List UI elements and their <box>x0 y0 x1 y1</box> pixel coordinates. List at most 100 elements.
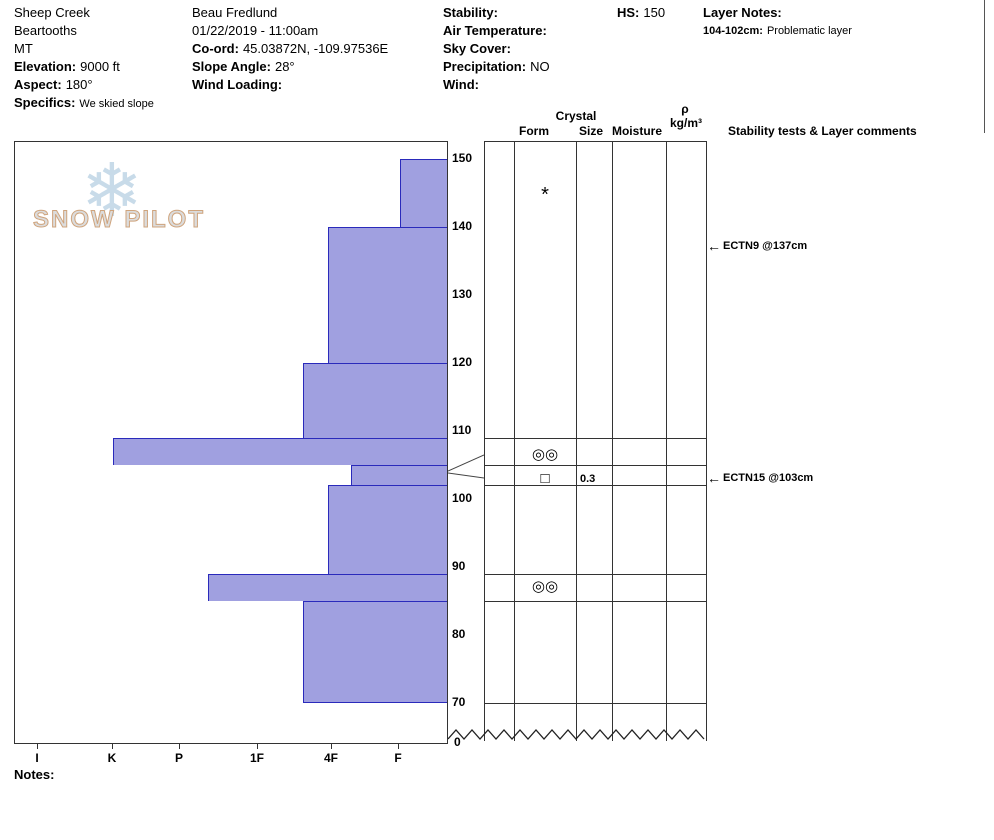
hardness-profile-chart: ❄ SNOW PILOT <box>14 141 448 744</box>
grid-vline-density-left <box>666 142 667 741</box>
stability-test-annotation: ← ECTN15 @103cm <box>707 470 813 486</box>
layer-boundary-line <box>485 573 706 575</box>
layer-boundary-line <box>485 601 706 602</box>
precipitation-row: Precipitation: NO <box>443 58 615 76</box>
layer-note-item: 104-102cm: Problematic layer <box>703 22 983 40</box>
hardness-bar <box>328 485 447 574</box>
layer-data-grid: * ◎◎ □ 0.3 ◎◎ <box>484 141 707 741</box>
grid-vline-size-left <box>576 142 577 741</box>
crystal-form-symbol: ◎◎ <box>531 578 559 596</box>
specifics-value: We skied slope <box>79 98 154 110</box>
hs-label: HS: <box>617 5 640 20</box>
hardness-tick <box>398 744 399 749</box>
moisture-column-header: Moisture <box>611 124 662 138</box>
left-arrow-icon: ← <box>707 469 721 486</box>
layer-boundary-line <box>485 703 706 704</box>
hardness-tick-label: P <box>174 751 183 765</box>
watermark-text: SNOW PILOT <box>33 206 205 234</box>
density-symbol-header: ρ <box>681 102 689 116</box>
wind-row: Wind: <box>443 76 615 94</box>
depth-zero-label: 0 <box>454 735 461 749</box>
crystal-form-symbol: * <box>541 184 549 206</box>
hs-row: HS: 150 <box>617 4 665 22</box>
specifics-label: Specifics: <box>14 95 76 110</box>
layer-connector-lines <box>448 454 484 479</box>
hardness-tick <box>37 744 38 749</box>
wind-loading-row: Wind Loading: <box>192 76 442 94</box>
density-units-header: kg/m³ <box>669 116 702 130</box>
depth-tick-label: 120 <box>452 355 473 369</box>
slope-angle-row: Slope Angle: 28° <box>192 58 442 76</box>
elevation-row: Elevation: 9000 ft <box>14 58 190 76</box>
hardness-tick <box>179 744 180 749</box>
sky-cover-label: Sky Cover: <box>443 41 511 56</box>
layer-notes-block: Layer Notes: 104-102cm: Problematic layer <box>703 4 983 40</box>
air-temperature-row: Air Temperature: <box>443 22 615 40</box>
hardness-bar <box>351 465 447 486</box>
air-temperature-label: Air Temperature: <box>443 23 547 38</box>
stability-tests-area: ← ECTN9 @137cm ← ECTN15 @103cm <box>707 141 994 741</box>
notes-label: Notes: <box>14 767 55 782</box>
page-right-border <box>984 0 985 133</box>
slope-angle-label: Slope Angle: <box>192 59 271 74</box>
site-name: Sheep Creek <box>14 5 90 20</box>
stability-test-label: ECTN15 @103cm <box>723 471 814 484</box>
depth-tick-label: 130 <box>452 287 473 301</box>
precipitation-value: NO <box>530 59 550 74</box>
profile-column-headers: Crystal Form Size Moisture ρ kg/m³ Stabi… <box>484 100 994 141</box>
coordinates-label: Co-ord: <box>192 41 239 56</box>
elevation-label: Elevation: <box>14 59 77 74</box>
layer-boundary-line <box>485 437 706 439</box>
hardness-tick <box>331 744 332 749</box>
layer-notes-title: Layer Notes: <box>703 4 983 22</box>
hardness-tick-label: 4F <box>323 751 338 765</box>
grid-vline-moisture-left <box>612 142 613 741</box>
site-info-block: Sheep Creek Beartooths MT Elevation: 9000… <box>14 4 190 113</box>
depth-axis: 0 150 140 130 120 110 100 90 80 70 <box>448 141 484 749</box>
depth-tick-label: 70 <box>452 695 466 709</box>
layer-note-text: Problematic layer <box>766 25 852 37</box>
hardness-bar <box>208 573 447 601</box>
observation-datetime: 01/22/2019 - 11:00am <box>192 23 319 38</box>
size-column-header: Size <box>578 124 603 138</box>
crystal-form-symbol: ◎◎ <box>531 445 559 463</box>
left-arrow-icon: ← <box>707 238 721 255</box>
depth-tick-label: 110 <box>452 423 472 437</box>
observation-info-block: Beau Fredlund 01/22/2019 - 11:00am Co-or… <box>192 4 442 94</box>
hardness-tick-label: 1F <box>249 751 264 765</box>
depth-tick-label: 80 <box>452 627 466 641</box>
stability-tests-column-header: Stability tests & Layer comments <box>728 124 917 138</box>
stability-label: Stability: <box>443 5 498 20</box>
slope-angle-value: 28° <box>274 59 295 74</box>
hardness-bar <box>328 227 447 363</box>
weather-info-block: Stability: Air Temperature: Sky Cover: P… <box>443 4 615 94</box>
snowpilot-watermark: ❄ SNOW PILOT <box>29 154 259 270</box>
stability-test-annotation: ← ECTN9 @137cm <box>707 238 807 254</box>
hardness-bar <box>400 159 447 227</box>
hardness-bar <box>113 437 447 465</box>
crystal-form-symbol: □ <box>540 469 550 487</box>
hardness-bar <box>303 601 447 703</box>
specifics-row: Specifics: We skied slope <box>14 94 190 113</box>
aspect-value: 180° <box>65 77 93 92</box>
observer-name: Beau Fredlund <box>192 5 278 20</box>
hardness-bar <box>303 363 447 438</box>
layer-note-range: 104-102cm: <box>703 25 763 37</box>
depth-tick-label: 150 <box>452 151 473 165</box>
hardness-tick-label: F <box>394 751 402 765</box>
crystal-column-header: Crystal <box>555 109 597 123</box>
coordinates-row: Co-ord: 45.03872N, -109.97536E <box>192 40 442 58</box>
stability-test-label: ECTN9 @137cm <box>723 240 808 253</box>
wind-label: Wind: <box>443 77 479 92</box>
site-range: Beartooths <box>14 23 77 38</box>
coordinates-value: 45.03872N, -109.97536E <box>242 41 389 56</box>
depth-tick-label: 100 <box>452 491 473 505</box>
wind-loading-label: Wind Loading: <box>192 77 283 92</box>
depth-break-zigzag <box>448 729 705 740</box>
depth-tick-label: 90 <box>452 559 466 573</box>
aspect-row: Aspect: 180° <box>14 76 190 94</box>
snowflake-icon: ❄ <box>81 149 144 232</box>
grid-vline-form-left <box>514 142 515 741</box>
hardness-tick <box>257 744 258 749</box>
